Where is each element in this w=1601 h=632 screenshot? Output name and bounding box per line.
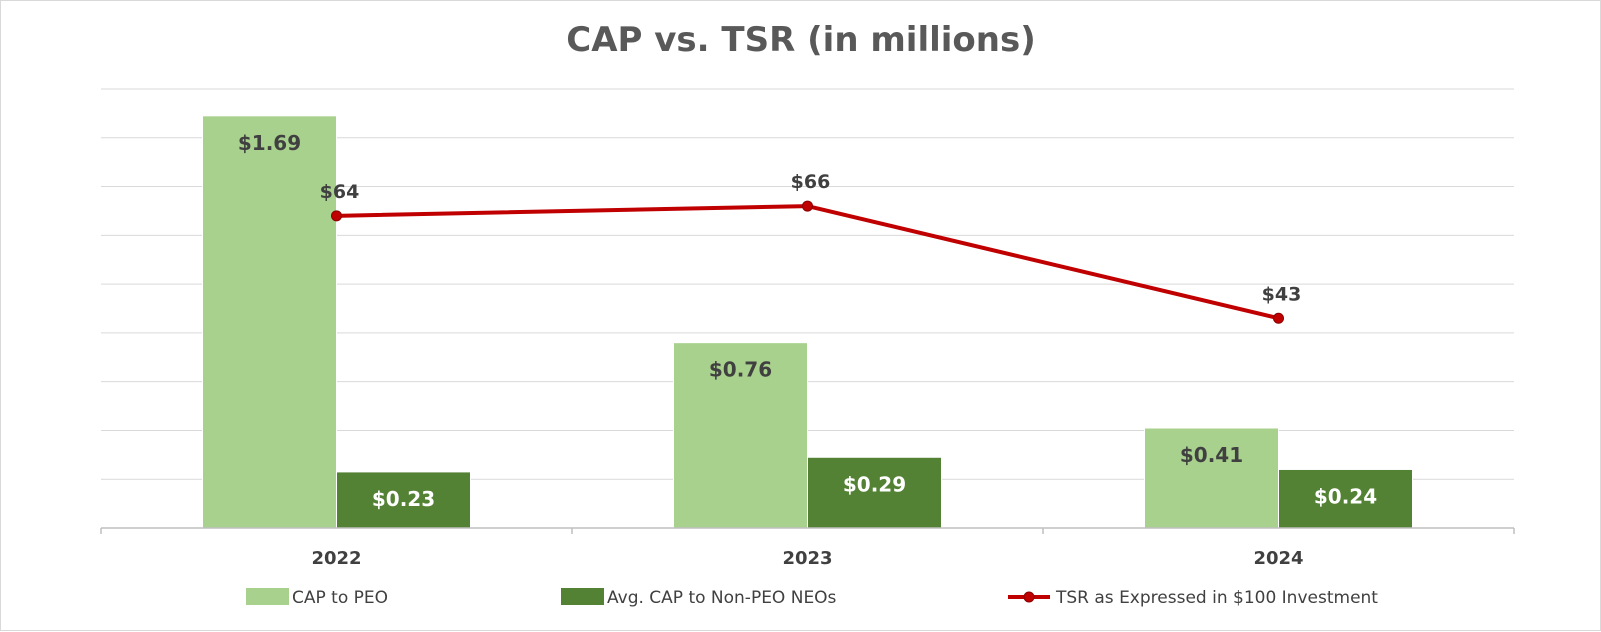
label-tsr-2023: $66: [791, 171, 831, 193]
label-cap-peo-2022: $1.69: [238, 131, 301, 155]
label-cap-peo-2023: $0.76: [709, 358, 772, 382]
tsr-point-2024: [1273, 312, 1284, 324]
x-tick-label-2024: 2024: [1253, 548, 1303, 569]
bar-series: [202, 115, 1413, 529]
tsr-point-2022: [331, 210, 342, 222]
x-axis: 2022 2023 2024: [100, 527, 1515, 569]
x-tick-label-2022: 2022: [311, 548, 361, 569]
label-cap-peo-2024: $0.41: [1180, 443, 1243, 467]
tsr-line: [336, 204, 1279, 321]
legend-label: TSR as Expressed in $100 Investment: [1055, 588, 1378, 608]
tsr-point-2023: [802, 200, 813, 212]
chart-title: CAP vs. TSR (in millions): [566, 20, 1036, 60]
label-cap-neo-2022: $0.23: [372, 487, 435, 511]
legend-cap-peo: CAP to PEO: [246, 588, 388, 608]
label-tsr-2024: $43: [1262, 283, 1302, 305]
data-labels: $1.69 $0.76 $0.41 $0.23 $0.29 $0.24 $64 $66 $43: [238, 131, 1377, 511]
legend-swatch: [561, 588, 604, 605]
legend-cap-neo: Avg. CAP to Non-PEO NEOs: [561, 588, 837, 608]
bar-cap-neo-2024: [1278, 468, 1413, 529]
x-tick-label-2023: 2023: [782, 548, 832, 569]
legend-label: CAP to PEO: [292, 588, 388, 608]
legend: CAP to PEO Avg. CAP to Non-PEO NEOs TSR as…: [246, 588, 1378, 608]
legend-swatch: [246, 588, 289, 605]
legend-label: Avg. CAP to Non-PEO NEOs: [607, 588, 837, 608]
label-cap-neo-2024: $0.24: [1314, 484, 1377, 508]
label-tsr-2022: $64: [320, 181, 360, 203]
tsr-line-series: [331, 200, 1284, 324]
legend-tsr: TSR as Expressed in $100 Investment: [1008, 588, 1378, 608]
bar-cap-peo-2022: [202, 115, 337, 529]
label-cap-neo-2023: $0.29: [843, 472, 906, 496]
legend-swatch-marker: [1023, 591, 1035, 603]
